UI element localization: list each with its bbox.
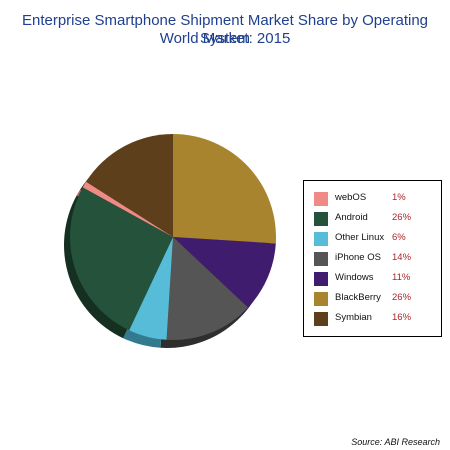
legend-swatch	[314, 232, 328, 246]
legend-item: Other Linux 6%	[304, 231, 441, 247]
legend-label: iPhone OS	[335, 252, 381, 263]
legend-item: BlackBerry 26%	[304, 291, 441, 307]
pie-slice-other-linux	[129, 237, 173, 340]
pie-slice-android	[69, 187, 173, 331]
chart-legend: webOS 1% Android 26% Other Linux 6% iPhone OS 1…	[303, 180, 442, 337]
legend-item: Symbian 16%	[304, 311, 441, 327]
chart-title: Enterprise Smartphone Shipment Market Sh…	[21, 12, 429, 47]
legend-item: Windows 11%	[304, 271, 441, 287]
legend-item: Android 26%	[304, 211, 441, 227]
legend-swatch	[314, 212, 328, 226]
legend-label: BlackBerry	[335, 292, 381, 303]
legend-item: webOS 1%	[304, 191, 441, 207]
pie-slice-windows	[173, 237, 276, 308]
legend-label: Other Linux	[335, 232, 385, 243]
legend-value: 16%	[392, 312, 412, 323]
legend-label: Symbian	[335, 312, 372, 323]
legend-swatch	[314, 252, 328, 266]
source-note: Source: ABI Research	[351, 437, 440, 447]
pie-slice-iphone-os	[166, 237, 249, 341]
legend-value: 6%	[392, 232, 406, 243]
pie-slice-webos	[82, 181, 173, 237]
legend-value: 11%	[392, 272, 411, 283]
legend-label: Android	[335, 212, 368, 223]
legend-label: Windows	[335, 272, 374, 283]
legend-value: 14%	[392, 252, 412, 263]
chart-subtitle: World Market: 2015	[159, 30, 291, 47]
legend-swatch	[314, 192, 328, 206]
pie-slice-symbian	[86, 134, 173, 237]
legend-item: iPhone OS 14%	[304, 251, 441, 267]
legend-value: 26%	[392, 292, 412, 303]
legend-swatch	[314, 292, 328, 306]
legend-swatch	[314, 312, 328, 326]
legend-swatch	[314, 272, 328, 286]
legend-value: 26%	[392, 212, 412, 223]
legend-value: 1%	[392, 192, 406, 203]
legend-label: webOS	[335, 192, 367, 203]
pie-slice-blackberry	[173, 134, 277, 244]
